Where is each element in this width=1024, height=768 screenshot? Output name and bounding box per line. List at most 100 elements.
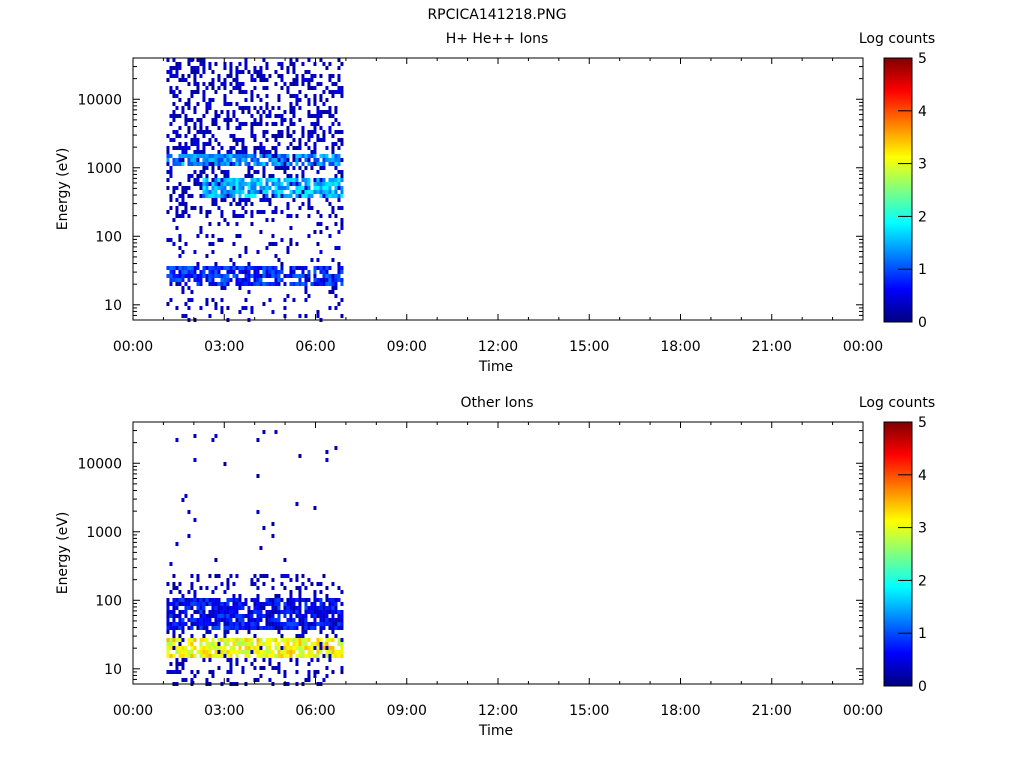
spectrogram-cell xyxy=(175,542,179,546)
spectrogram-cell xyxy=(304,186,308,190)
spectrogram-cell xyxy=(226,182,230,186)
spectrogram-cell xyxy=(226,658,230,662)
spectrogram-cell xyxy=(193,66,197,70)
spectrogram-cell xyxy=(265,194,269,198)
spectrogram-cell xyxy=(238,162,242,166)
spectrogram-cell xyxy=(280,162,284,166)
spectrogram-cell xyxy=(319,110,323,114)
spectrogram-cell xyxy=(265,150,269,154)
spectrogram-cell xyxy=(205,598,209,602)
spectrogram-cell xyxy=(244,146,248,150)
colorbar-tick-label: 1 xyxy=(918,262,927,278)
spectrogram-cell xyxy=(271,158,275,162)
spectrogram-cell xyxy=(190,206,194,210)
spectrogram-cell xyxy=(220,214,224,218)
spectrogram-cell xyxy=(217,86,221,90)
spectrogram-cell xyxy=(211,614,215,618)
y-tick-label: 1000 xyxy=(86,161,122,177)
spectrogram-cell xyxy=(193,182,197,186)
spectrogram-cell xyxy=(310,282,314,286)
spectrogram-cell xyxy=(241,106,245,110)
spectrogram-cell xyxy=(241,110,245,114)
spectrogram-cell xyxy=(175,62,179,66)
spectrogram-cell xyxy=(286,650,290,654)
spectrogram-cell xyxy=(319,282,323,286)
x-tick-label: 12:00 xyxy=(478,703,518,719)
spectrogram-cell xyxy=(247,646,251,650)
spectrogram-cell xyxy=(316,654,320,658)
spectrogram-cell xyxy=(307,194,311,198)
spectrogram-cell xyxy=(202,178,206,182)
spectrogram-cell xyxy=(169,626,173,630)
spectrogram-cell xyxy=(328,126,332,130)
spectrogram-cell xyxy=(331,178,335,182)
spectrogram-cell xyxy=(319,126,323,130)
spectrogram-cell xyxy=(319,230,323,234)
spectrogram-cell xyxy=(289,122,293,126)
spectrogram-cell xyxy=(256,438,260,442)
spectrogram-cell xyxy=(313,610,317,614)
spectrogram-cell xyxy=(292,110,296,114)
spectrogram-cell xyxy=(328,182,332,186)
spectrogram-cell xyxy=(337,274,341,278)
spectrogram-cell xyxy=(238,286,242,290)
spectrogram-cell xyxy=(193,638,197,642)
spectrogram-cell xyxy=(217,598,221,602)
spectrogram-cell xyxy=(316,670,320,674)
spectrogram-cell xyxy=(241,146,245,150)
spectrogram-cell xyxy=(289,194,293,198)
spectrogram-cell xyxy=(229,194,233,198)
spectrogram-cell xyxy=(229,266,233,270)
spectrogram-cell xyxy=(268,662,272,666)
spectrogram-cell xyxy=(214,606,218,610)
spectrogram-cell xyxy=(238,602,242,606)
spectrogram-cell xyxy=(220,582,224,586)
spectrogram-cell xyxy=(262,174,266,178)
spectrogram-cell xyxy=(325,86,329,90)
spectrogram-cell xyxy=(211,234,215,238)
spectrogram-cell xyxy=(193,142,197,146)
spectrogram-cell xyxy=(253,78,257,82)
spectrogram-cell xyxy=(262,130,266,134)
spectrogram-cell xyxy=(259,606,263,610)
spectrogram-cell xyxy=(247,266,251,270)
spectrogram-cell xyxy=(307,198,311,202)
spectrogram-cell xyxy=(289,602,293,606)
spectrogram-cell xyxy=(307,638,311,642)
spectrogram-cell xyxy=(193,674,197,678)
spectrogram-cell xyxy=(313,646,317,650)
spectrogram-cell xyxy=(286,86,290,90)
page-title: RPCICA141218.PNG xyxy=(427,7,566,23)
spectrogram-cell xyxy=(337,622,341,626)
spectrogram-cell xyxy=(184,622,188,626)
spectrogram-cell xyxy=(316,310,320,314)
spectrogram-cell xyxy=(331,670,335,674)
spectrogram-cell xyxy=(205,278,209,282)
spectrogram-cell xyxy=(325,450,329,454)
spectrogram-cell xyxy=(223,82,227,86)
spectrogram-cell xyxy=(259,162,263,166)
spectrogram-cell xyxy=(169,622,173,626)
spectrogram-cell xyxy=(262,650,266,654)
spectrogram-cell xyxy=(172,94,176,98)
spectrogram-cell xyxy=(304,678,308,682)
spectrogram-cell xyxy=(265,270,269,274)
spectrogram-cell xyxy=(319,602,323,606)
spectrogram-cell xyxy=(193,154,197,158)
spectrogram-cell xyxy=(298,650,302,654)
spectrogram-cell xyxy=(181,194,185,198)
spectrogram-cell xyxy=(286,250,290,254)
spectrogram-cell xyxy=(238,62,242,66)
colorbar-tick-label: 3 xyxy=(918,521,927,537)
spectrogram-cell xyxy=(316,266,320,270)
spectrogram-cell xyxy=(214,114,218,118)
spectrogram-cell xyxy=(214,618,218,622)
spectrogram-cell xyxy=(166,626,170,630)
spectrogram-cell xyxy=(340,650,344,654)
spectrogram-cell xyxy=(211,162,215,166)
spectrogram-cell xyxy=(226,630,230,634)
x-tick-label: 06:00 xyxy=(295,703,335,719)
spectrogram-cell xyxy=(295,186,299,190)
